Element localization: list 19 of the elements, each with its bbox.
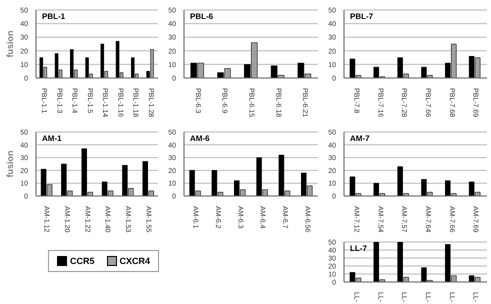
y-axis-title: fusion	[5, 30, 16, 58]
bar	[116, 41, 120, 78]
chart-title: AM-6	[190, 134, 210, 143]
bar	[131, 57, 135, 78]
bar	[85, 57, 89, 78]
legend-label: CXCR4	[118, 256, 150, 266]
bar	[150, 49, 154, 78]
chart-title: AM-7	[350, 134, 370, 143]
chart-title: PBL-1	[42, 12, 66, 21]
legend-label: CCR5	[69, 256, 95, 266]
bar	[54, 53, 58, 78]
bar	[70, 49, 74, 78]
chart-title: LL-7	[350, 244, 367, 253]
chart-title: AM-1	[42, 134, 62, 143]
chart-title: PBL-6	[190, 12, 214, 21]
bar	[100, 44, 104, 78]
chart-title: PBL-7	[350, 12, 374, 21]
y-axis-title: fusion	[5, 150, 16, 178]
bar	[40, 57, 44, 78]
